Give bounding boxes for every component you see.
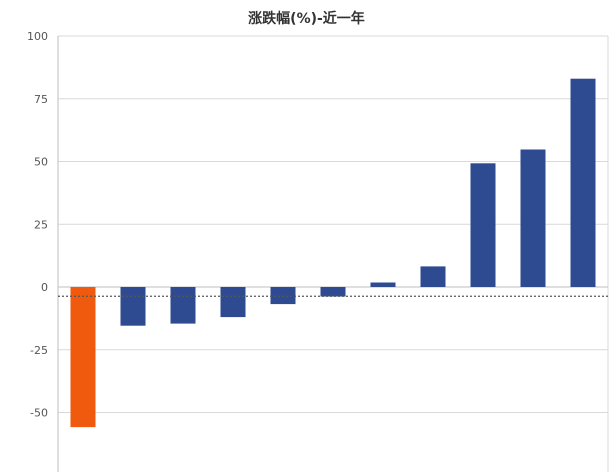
y-tick-label: -50: [30, 407, 48, 420]
y-tick-label: 50: [34, 156, 48, 169]
bar: [370, 282, 396, 287]
y-tick-label: -25: [30, 344, 48, 357]
y-tick-label: 75: [34, 93, 48, 106]
y-tick-label: 100: [27, 30, 48, 43]
bar: [420, 266, 446, 287]
y-tick-label: 25: [34, 218, 48, 231]
bar: [470, 163, 496, 287]
bar-highlight: [70, 287, 96, 428]
bar: [170, 287, 196, 324]
bars: [70, 78, 596, 428]
bar: [120, 287, 146, 326]
bar: [320, 287, 346, 297]
bar: [270, 287, 296, 305]
y-tick-labels: 100 75 50 25 0 -25 -50: [27, 30, 48, 420]
chart-title: 涨跌幅(%)-近一年: [248, 11, 365, 27]
bar: [520, 149, 546, 287]
bar: [220, 287, 246, 318]
bar: [570, 78, 596, 287]
y-tick-label: 0: [41, 281, 48, 294]
